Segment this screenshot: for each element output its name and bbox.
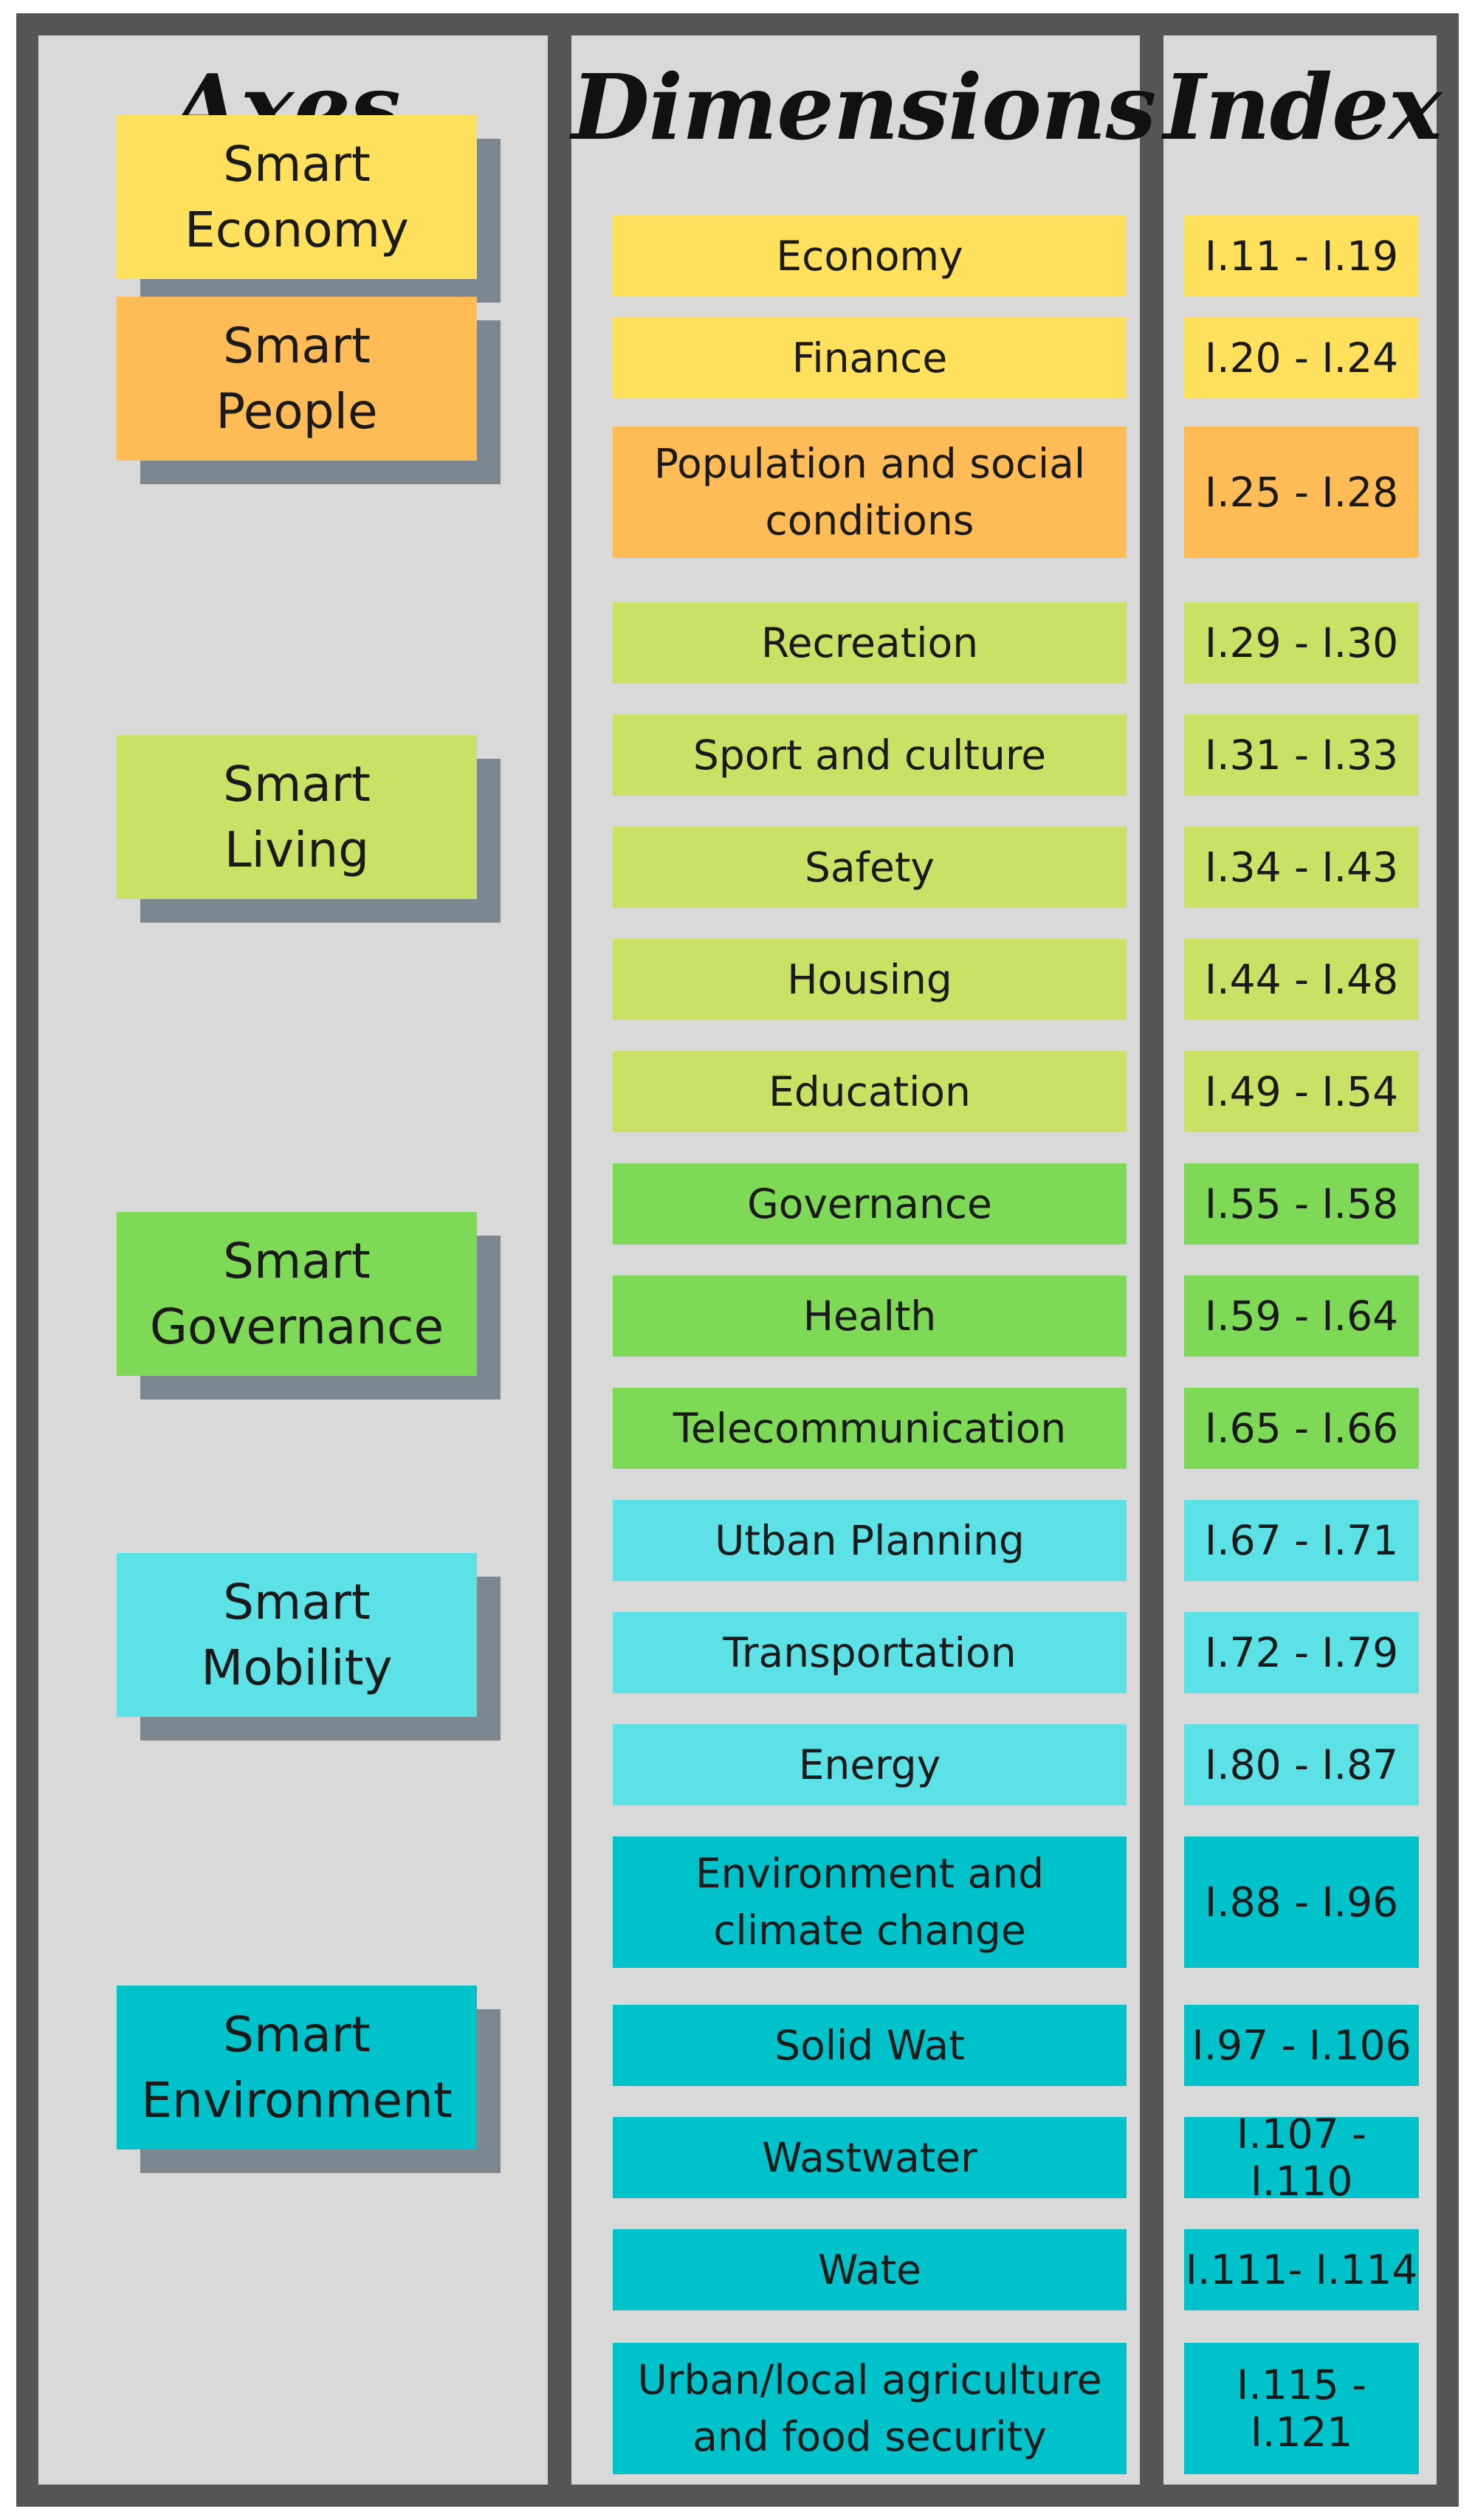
dimension-cell: Health [613,1276,1127,1357]
index-cell: I.115 - I.121 [1184,2343,1419,2474]
dimension-cell: Housing [613,939,1127,1020]
dimension-cell: Wastwater [613,2117,1127,2198]
dimension-cell: Energy [613,1724,1127,1805]
index-cell: I.44 - I.48 [1184,939,1419,1020]
dimension-cell: Sport and culture [613,715,1127,796]
dimension-cell: Transportation [613,1612,1127,1693]
axis-label: Smart Governance [117,1212,477,1376]
index-cell: I.34 - I.43 [1184,827,1419,908]
axis-label: Smart People [117,297,477,461]
index-cell: I.31 - I.33 [1184,715,1419,796]
axis-label: Smart Mobility [117,1553,477,1717]
axis-card: Smart Economy [117,115,501,303]
dimension-cell: Recreation [613,602,1127,684]
dimension-cell: Wate [613,2229,1127,2310]
dimension-cell: Finance [613,317,1127,399]
index-cell: I.107 - I.110 [1184,2110,1419,2205]
index-cell: I.97 - I.106 [1184,2005,1419,2086]
dimension-cell: Governance [613,1163,1127,1244]
dimension-cell: Economy [613,216,1127,297]
dimension-cell: Safety [613,827,1127,908]
axis-card: Smart Environment [117,1986,501,2173]
index-cell: I.88 - I.96 [1184,1836,1419,1968]
dimension-cell: Education [613,1051,1127,1132]
dimension-cell: Environment and climate change [613,1836,1127,1968]
axes-column: Axes Smart Economy Smart People Smart Livi… [38,35,548,2485]
axis-card: Smart People [117,297,501,484]
dimensions-column: Dimensions Economy Finance Population and … [571,35,1156,2485]
axis-card: Smart Mobility [117,1553,501,1741]
axis-label: Smart Economy [117,115,477,279]
dimension-cell: Population and social conditions [613,427,1127,558]
index-cell: I.49 - I.54 [1184,1051,1419,1132]
index-cell: I.65 - I.66 [1184,1388,1419,1469]
index-cell: I.80 - I.87 [1184,1724,1419,1805]
dimension-cell: Telecommunication [613,1388,1127,1469]
index-cell: I.111- I.114 [1184,2229,1419,2310]
index-cell: I.55 - I.58 [1184,1163,1419,1244]
diagram-frame: Axes Smart Economy Smart People Smart Livi… [16,13,1459,2507]
axis-label: Smart Living [117,735,477,899]
index-cell: I.29 - I.30 [1184,602,1419,684]
index-cell: I.11 - I.19 [1184,216,1419,297]
index-column-title: Index [1163,54,1442,160]
index-cell: I.25 - I.28 [1184,427,1419,558]
index-cell: I.20 - I.24 [1184,317,1419,399]
index-column: Index I.11 - I.19 I.20 - I.24 I.25 - I.28 I… [1163,35,1442,2485]
dimension-cell: Solid Wat [613,2005,1127,2086]
axis-card: Smart Living [117,735,501,923]
axis-label: Smart Environment [117,1986,477,2149]
axis-card: Smart Governance [117,1212,501,1400]
dimension-cell: Urban/local agriculture and food securit… [613,2343,1127,2474]
dimensions-column-title: Dimensions [571,54,1156,160]
dimension-cell: Utban Planning [613,1500,1127,1581]
index-cell: I.67 - I.71 [1184,1500,1419,1581]
index-cell: I.59 - I.64 [1184,1276,1419,1357]
index-cell: I.72 - I.79 [1184,1612,1419,1693]
